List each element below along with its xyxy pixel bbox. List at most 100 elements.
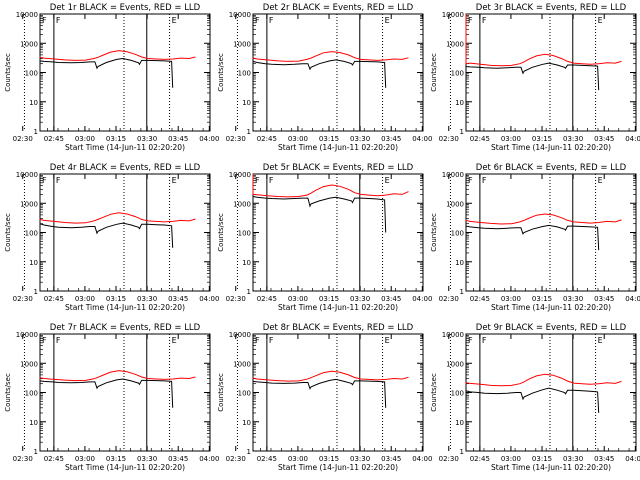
region-label: E bbox=[172, 16, 177, 25]
x-tick-label: 03:00 bbox=[288, 455, 308, 463]
x-tick-label: 02:30 bbox=[226, 295, 246, 303]
events-series-line bbox=[252, 58, 387, 88]
x-tick-label: 03:45 bbox=[168, 455, 188, 463]
x-tick-label: 03:30 bbox=[563, 135, 583, 143]
plot-frame bbox=[252, 173, 424, 292]
x-tick-label: 03:00 bbox=[501, 455, 521, 463]
x-tick-label: 02:45 bbox=[257, 135, 277, 143]
x-axis-label: Start Time (14-Jun-11 02:20:20) bbox=[65, 143, 185, 152]
x-tick-label: 02:45 bbox=[44, 455, 64, 463]
chart-panel: Det 9r BLACK = Events, RED = LLD 1 10 100 10… bbox=[430, 323, 640, 472]
y-tick-label: 100 bbox=[238, 390, 251, 398]
y-axis-label: Counts/sec bbox=[217, 213, 225, 252]
chart-title: Det 2r BLACK = Events, RED = LLD bbox=[263, 3, 414, 13]
plot-frame bbox=[465, 333, 637, 452]
region-label: E bbox=[172, 336, 177, 345]
x-axis-label: Start Time (14-Jun-11 02:20:20) bbox=[491, 143, 611, 152]
x-tick-label: 03:00 bbox=[501, 295, 521, 303]
chart-panel: Det 5r BLACK = Events, RED = LLD 1 10 100 10… bbox=[217, 163, 432, 312]
x-axis-label: Start Time (14-Jun-11 02:20:20) bbox=[278, 463, 398, 472]
chart-panel: Det 1r BLACK = Events, RED = LLD 1 10 100 10… bbox=[4, 3, 219, 152]
region-label: F bbox=[42, 336, 47, 345]
events-series-line bbox=[39, 57, 174, 88]
region-label: E bbox=[598, 336, 603, 345]
region-label: E bbox=[598, 16, 603, 25]
x-tick-label: 03:00 bbox=[75, 455, 95, 463]
y-tick-label: 1000 bbox=[446, 200, 464, 208]
chart-panel: Det 4r BLACK = Events, RED = LLD 1 10 100 10… bbox=[4, 163, 219, 312]
y-tick-label: 10 bbox=[455, 419, 464, 427]
y-tick-label: 1 bbox=[34, 448, 38, 456]
region-label: F bbox=[42, 16, 47, 25]
y-tick-label: 10000 bbox=[229, 171, 251, 179]
x-tick-label: 02:30 bbox=[439, 135, 459, 143]
x-tick-label: 02:45 bbox=[470, 295, 490, 303]
x-axis-label: Start Time (14-Jun-11 02:20:20) bbox=[491, 303, 611, 312]
region-label: E bbox=[385, 16, 390, 25]
lld-series-line bbox=[465, 373, 622, 387]
region-label: F bbox=[269, 176, 274, 185]
region-label: F bbox=[56, 16, 61, 25]
y-tick-label: 10 bbox=[455, 259, 464, 267]
x-tick-label: 03:00 bbox=[288, 135, 308, 143]
lld-series-line bbox=[39, 50, 196, 61]
lld-series-line bbox=[39, 212, 196, 224]
y-tick-label: 100 bbox=[238, 70, 251, 78]
x-tick-label: 04:00 bbox=[199, 455, 219, 463]
y-tick-label: 1000 bbox=[20, 360, 38, 368]
x-tick-label: 02:45 bbox=[44, 135, 64, 143]
y-tick-label: 1000 bbox=[446, 40, 464, 48]
events-series-line bbox=[39, 220, 174, 248]
x-tick-label: 03:00 bbox=[75, 295, 95, 303]
x-tick-label: 03:45 bbox=[381, 295, 401, 303]
y-tick-label: 10 bbox=[242, 99, 251, 107]
plot-frame bbox=[39, 13, 211, 132]
x-tick-label: 03:15 bbox=[319, 295, 339, 303]
region-label: F bbox=[468, 336, 473, 345]
x-tick-label: 02:30 bbox=[13, 295, 33, 303]
x-axis-label: Start Time (14-Jun-11 02:20:20) bbox=[65, 303, 185, 312]
x-axis-label: Start Time (14-Jun-11 02:20:20) bbox=[278, 303, 398, 312]
x-tick-label: 02:30 bbox=[226, 135, 246, 143]
x-tick-label: 03:00 bbox=[501, 135, 521, 143]
x-tick-label: 02:45 bbox=[470, 135, 490, 143]
region-label: F bbox=[56, 176, 61, 185]
region-label: F bbox=[269, 16, 274, 25]
x-tick-label: 04:00 bbox=[625, 295, 640, 303]
x-axis-label: Start Time (14-Jun-11 02:20:20) bbox=[278, 143, 398, 152]
x-tick-label: 03:00 bbox=[75, 135, 95, 143]
plot-frame bbox=[252, 13, 424, 132]
lld-series-line bbox=[252, 370, 409, 382]
x-tick-label: 03:30 bbox=[563, 455, 583, 463]
x-tick-label: 03:15 bbox=[532, 295, 552, 303]
y-tick-label: 10000 bbox=[442, 171, 464, 179]
x-tick-label: 03:15 bbox=[532, 455, 552, 463]
y-axis-label: Counts/sec bbox=[4, 53, 12, 92]
y-tick-label: 10000 bbox=[16, 331, 38, 339]
x-tick-label: 04:00 bbox=[625, 135, 640, 143]
x-tick-label: 03:15 bbox=[106, 295, 126, 303]
events-series-line bbox=[252, 194, 387, 239]
y-tick-label: 1000 bbox=[20, 40, 38, 48]
y-tick-label: 10000 bbox=[229, 331, 251, 339]
x-tick-label: 02:30 bbox=[439, 295, 459, 303]
chart-title: Det 1r BLACK = Events, RED = LLD bbox=[50, 3, 201, 13]
y-tick-label: 1 bbox=[460, 288, 464, 296]
x-tick-label: 03:30 bbox=[137, 135, 157, 143]
plot-frame bbox=[465, 173, 637, 292]
x-tick-label: 02:45 bbox=[257, 455, 277, 463]
x-tick-label: 03:15 bbox=[106, 135, 126, 143]
y-tick-label: 10 bbox=[29, 419, 38, 427]
lld-series-line bbox=[465, 213, 622, 225]
plot-frame bbox=[252, 333, 424, 452]
region-label: F bbox=[468, 16, 473, 25]
lld-series-line bbox=[39, 370, 196, 382]
x-tick-label: 04:00 bbox=[625, 455, 640, 463]
region-label: F bbox=[482, 336, 487, 345]
y-tick-label: 10000 bbox=[16, 171, 38, 179]
region-label: F bbox=[255, 336, 260, 345]
y-tick-label: 100 bbox=[238, 230, 251, 238]
y-tick-label: 1000 bbox=[446, 360, 464, 368]
x-tick-label: 03:45 bbox=[168, 135, 188, 143]
region-label: F bbox=[255, 176, 260, 185]
